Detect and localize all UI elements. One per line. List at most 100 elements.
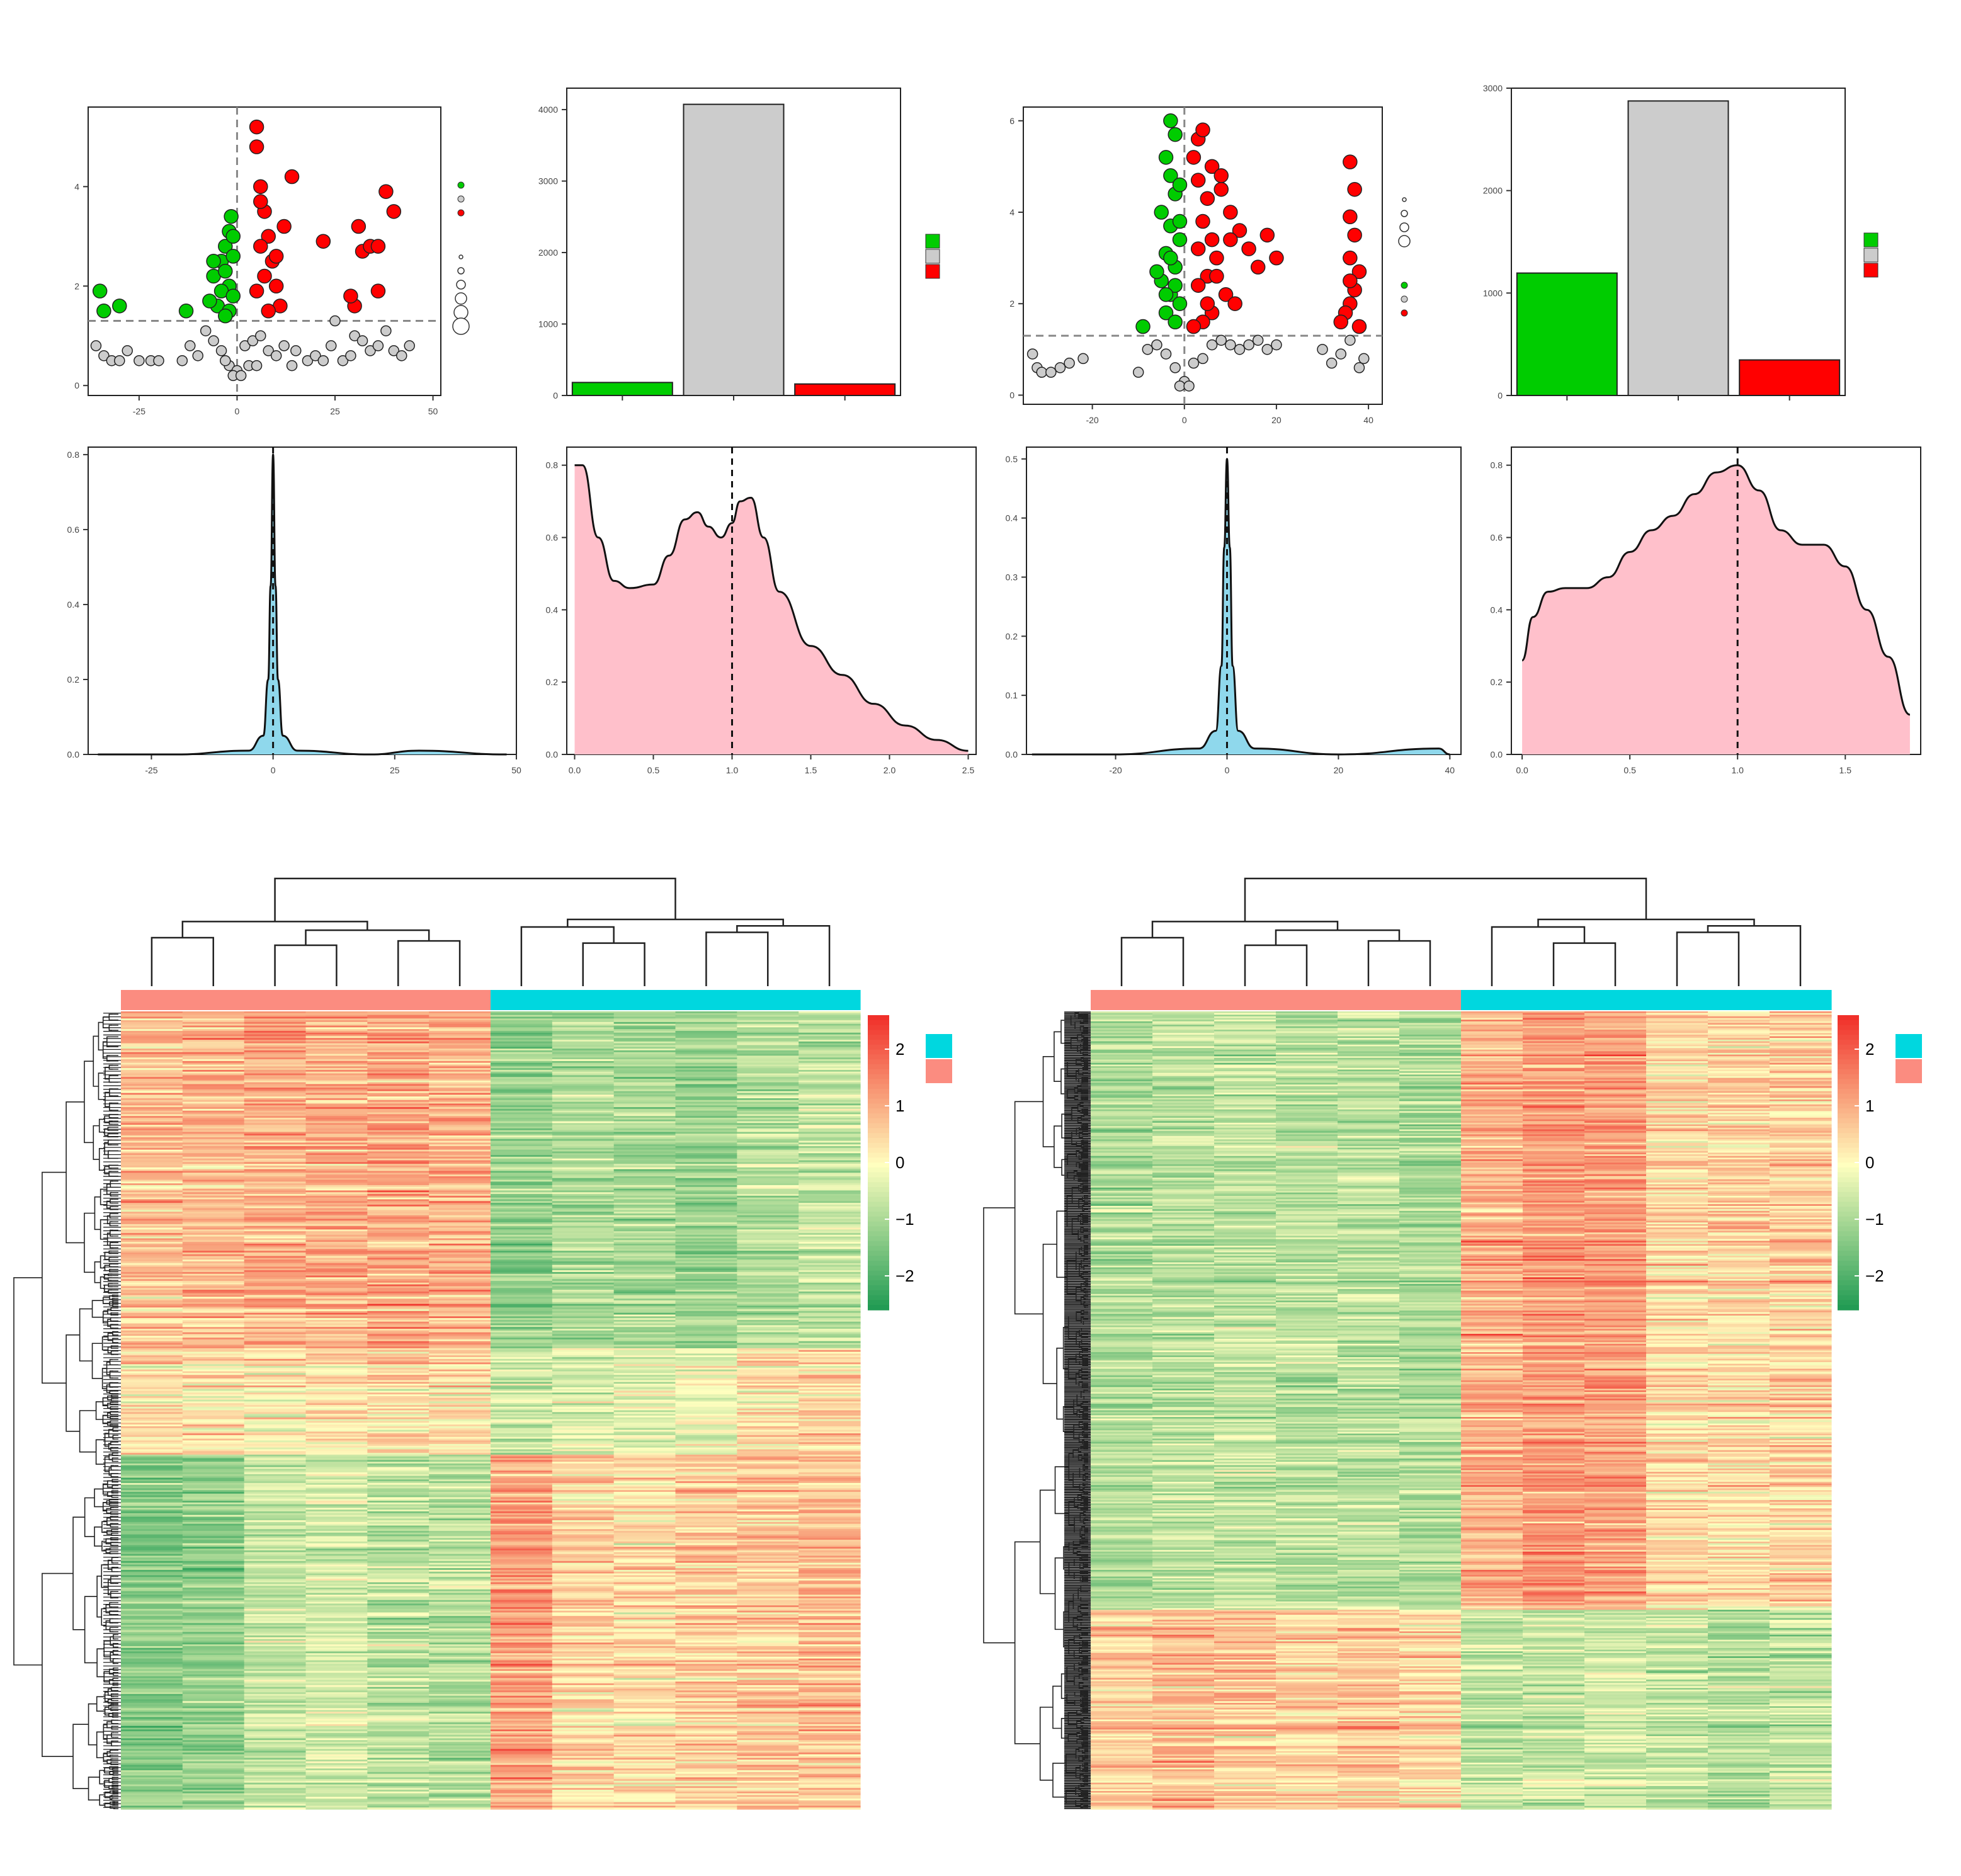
y-tick-label: 2000 xyxy=(538,247,558,258)
y-tick-label: 2 xyxy=(1009,298,1015,309)
y-tick-label: 0.8 xyxy=(546,460,559,470)
up-point xyxy=(1190,173,1206,188)
legend-swatch xyxy=(925,249,940,264)
unchanged-point xyxy=(1188,357,1200,369)
unchanged-point xyxy=(1036,367,1047,378)
down-point xyxy=(1168,314,1183,330)
unchanged-point xyxy=(329,315,341,327)
down-point xyxy=(92,283,108,298)
unchanged-point xyxy=(380,325,392,337)
y-tick-label: 0.3 xyxy=(1006,572,1018,582)
legend-dot xyxy=(457,209,465,217)
bar-down xyxy=(571,382,673,396)
down-point xyxy=(218,308,233,324)
unchanged-point xyxy=(114,355,125,367)
legend-dot xyxy=(1401,309,1408,317)
legend-swatch xyxy=(1863,263,1879,278)
legend-size-circle xyxy=(453,305,469,320)
y-tick-label: 0.2 xyxy=(1491,677,1503,687)
y-tick-label: 1000 xyxy=(1483,288,1503,298)
legend-swatch xyxy=(1863,247,1879,263)
up-point xyxy=(1190,241,1206,256)
legend-dot xyxy=(1401,295,1408,303)
down-point xyxy=(1168,127,1183,142)
y-tick-label: 4 xyxy=(1009,207,1015,217)
y-tick-label: 0.8 xyxy=(1491,460,1503,470)
unchanged-point xyxy=(286,360,298,372)
bar-down xyxy=(1516,272,1618,397)
up-point xyxy=(1186,319,1202,334)
unchanged-point xyxy=(122,345,133,356)
y-tick-label: 0 xyxy=(553,390,558,401)
unchanged-point xyxy=(247,335,259,346)
y-tick-label: 0.2 xyxy=(67,674,80,685)
up-point xyxy=(1214,168,1229,183)
x-tick-label: 50 xyxy=(428,406,438,416)
x-tick-label: -25 xyxy=(133,406,145,416)
up-point xyxy=(253,194,268,209)
down-point xyxy=(1172,296,1188,311)
legend-size-circle xyxy=(455,292,467,305)
up-point xyxy=(1347,181,1362,197)
unchanged-point xyxy=(1261,344,1273,355)
up-point xyxy=(253,239,268,254)
unchanged-point xyxy=(1243,339,1254,351)
down-point xyxy=(1172,177,1188,193)
bar-up xyxy=(1739,359,1841,397)
down-point xyxy=(225,249,241,264)
unchanged-point xyxy=(310,350,321,361)
x-tick-label: 0 xyxy=(271,765,276,775)
x-tick-label: 0.0 xyxy=(569,765,581,775)
up-point xyxy=(1241,241,1256,256)
y-tick-label: 0.4 xyxy=(546,605,559,615)
unchanged-point xyxy=(356,335,368,346)
unchanged-point xyxy=(1317,344,1328,355)
legend-dot xyxy=(1401,281,1408,289)
up-point xyxy=(268,278,284,294)
y-tick-label: 0.2 xyxy=(546,677,559,687)
unchanged-point xyxy=(1026,348,1038,360)
up-point xyxy=(1223,232,1238,247)
y-tick-label: 0.6 xyxy=(1491,533,1503,543)
unchanged-point xyxy=(1271,339,1282,351)
up-point xyxy=(315,234,331,249)
y-tick-label: 0.1 xyxy=(1006,690,1018,700)
y-tick-label: 0.4 xyxy=(1491,605,1503,615)
unchanged-point xyxy=(134,355,145,367)
up-point xyxy=(1209,268,1224,284)
up-point xyxy=(378,184,394,199)
down-point xyxy=(1163,113,1178,128)
x-tick-label: 0 xyxy=(235,406,240,416)
unchanged-point xyxy=(1353,362,1365,373)
unchanged-point xyxy=(239,340,251,351)
unchanged-point xyxy=(372,340,384,351)
unchanged-point xyxy=(263,345,274,356)
up-point xyxy=(1333,314,1348,330)
up-point xyxy=(1200,296,1215,311)
down-point xyxy=(1172,232,1188,247)
down-point xyxy=(1158,287,1174,302)
unchanged-point xyxy=(176,355,188,367)
y-tick-label: 2 xyxy=(74,281,79,291)
y-tick-label: 0.8 xyxy=(67,450,80,460)
y-tick-label: 0.6 xyxy=(67,525,80,535)
unchanged-point xyxy=(1142,344,1154,355)
legend-size-circle xyxy=(457,267,465,275)
unchanged-point xyxy=(290,345,302,356)
x-tick-label: -20 xyxy=(1109,765,1122,775)
x-tick-label: 0 xyxy=(1182,415,1187,425)
y-tick-label: 0.0 xyxy=(1006,749,1018,759)
down-point xyxy=(1172,213,1188,229)
unchanged-point xyxy=(1335,348,1346,360)
up-point xyxy=(1195,122,1210,138)
unchanged-point xyxy=(215,345,227,356)
down-point xyxy=(178,304,194,319)
up-point xyxy=(249,283,264,298)
up-point xyxy=(253,179,268,195)
unchanged-point xyxy=(1252,334,1264,346)
up-point xyxy=(386,204,402,219)
